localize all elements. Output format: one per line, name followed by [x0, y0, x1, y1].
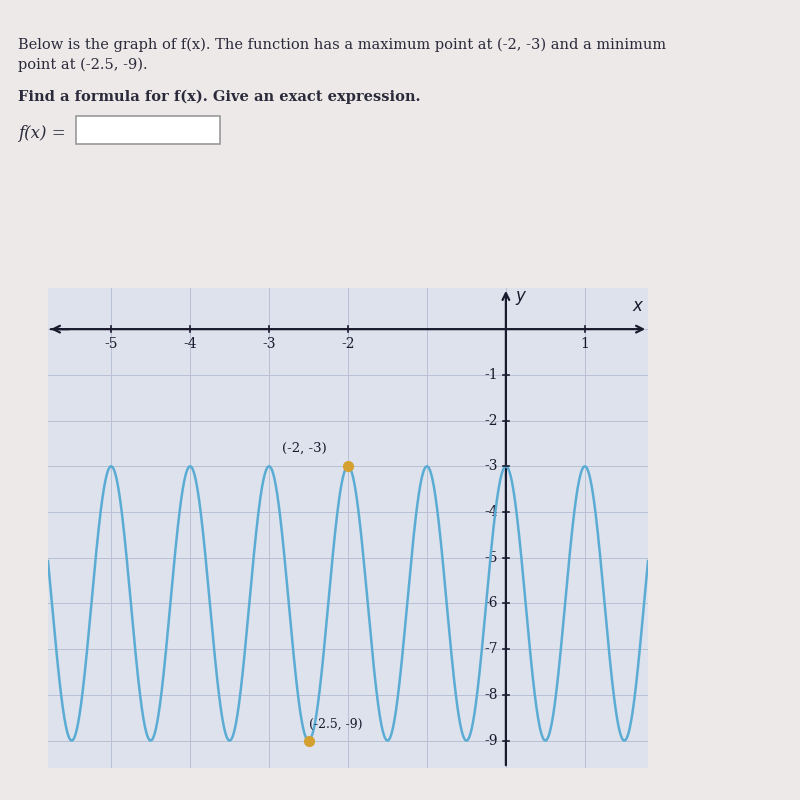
Text: -4: -4 [183, 338, 197, 351]
Text: 1: 1 [581, 338, 590, 351]
Text: -6: -6 [485, 597, 498, 610]
Text: $x$: $x$ [632, 298, 644, 314]
Text: (-2.5, -9): (-2.5, -9) [310, 718, 363, 730]
Text: Find a formula for f(x). Give an exact expression.: Find a formula for f(x). Give an exact e… [18, 90, 421, 104]
Text: -5: -5 [105, 338, 118, 351]
Text: -2: -2 [485, 414, 498, 427]
Text: $y$: $y$ [515, 290, 528, 307]
FancyBboxPatch shape [76, 116, 220, 144]
Text: -3: -3 [262, 338, 276, 351]
Text: -1: -1 [484, 368, 498, 382]
Text: Below is the graph of f(x). The function has a maximum point at (-2, -3) and a m: Below is the graph of f(x). The function… [18, 38, 666, 52]
Text: -3: -3 [485, 459, 498, 474]
Text: -9: -9 [485, 734, 498, 747]
Text: point at (-2.5, -9).: point at (-2.5, -9). [18, 58, 148, 72]
Text: -5: -5 [485, 550, 498, 565]
Text: -4: -4 [484, 505, 498, 519]
Text: -7: -7 [484, 642, 498, 656]
Text: (-2, -3): (-2, -3) [282, 442, 327, 455]
Text: -8: -8 [485, 688, 498, 702]
Text: -2: -2 [342, 338, 354, 351]
Text: f(x) =: f(x) = [18, 125, 66, 142]
